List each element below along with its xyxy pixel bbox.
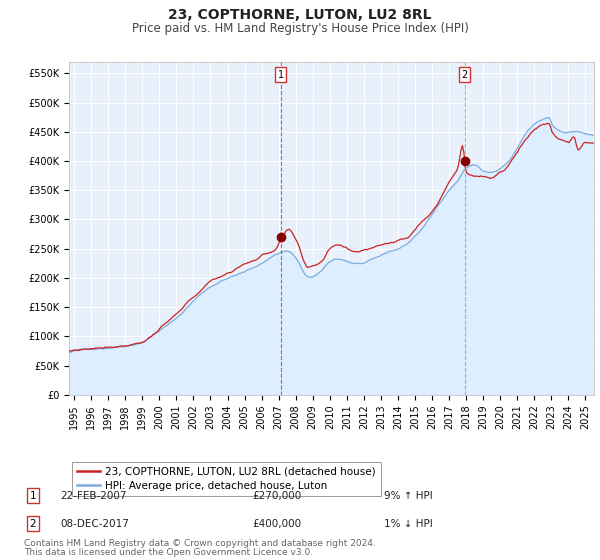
Text: 1: 1 (278, 70, 284, 80)
Text: 1: 1 (29, 491, 37, 501)
Text: 22-FEB-2007: 22-FEB-2007 (60, 491, 127, 501)
Text: Contains HM Land Registry data © Crown copyright and database right 2024.: Contains HM Land Registry data © Crown c… (24, 539, 376, 548)
Text: 08-DEC-2017: 08-DEC-2017 (60, 519, 129, 529)
Text: 23, COPTHORNE, LUTON, LU2 8RL: 23, COPTHORNE, LUTON, LU2 8RL (168, 8, 432, 22)
Text: 2: 2 (461, 70, 468, 80)
Text: £270,000: £270,000 (252, 491, 301, 501)
Text: Price paid vs. HM Land Registry's House Price Index (HPI): Price paid vs. HM Land Registry's House … (131, 22, 469, 35)
Text: This data is licensed under the Open Government Licence v3.0.: This data is licensed under the Open Gov… (24, 548, 313, 557)
Legend: 23, COPTHORNE, LUTON, LU2 8RL (detached house), HPI: Average price, detached hou: 23, COPTHORNE, LUTON, LU2 8RL (detached … (71, 461, 381, 496)
Text: £400,000: £400,000 (252, 519, 301, 529)
Text: 1% ↓ HPI: 1% ↓ HPI (384, 519, 433, 529)
Text: 9% ↑ HPI: 9% ↑ HPI (384, 491, 433, 501)
Text: 2: 2 (29, 519, 37, 529)
